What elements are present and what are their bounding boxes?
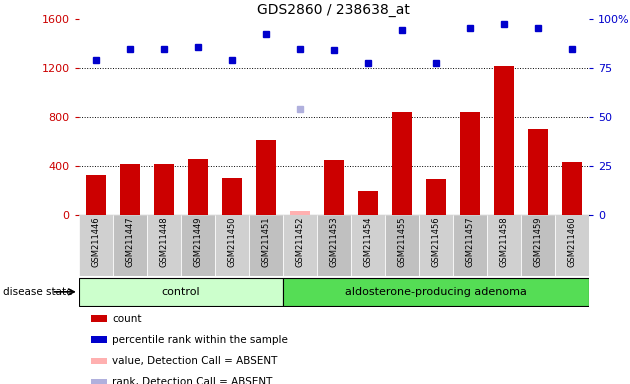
Bar <box>86 175 106 215</box>
Bar <box>494 66 514 215</box>
Bar <box>79 215 113 276</box>
Title: GDS2860 / 238638_at: GDS2860 / 238638_at <box>258 3 410 17</box>
Text: GSM211452: GSM211452 <box>295 216 304 267</box>
Text: GSM211457: GSM211457 <box>466 216 474 267</box>
Bar <box>249 215 283 276</box>
Bar <box>290 211 310 215</box>
Text: GSM211446: GSM211446 <box>91 216 100 267</box>
Text: GSM211451: GSM211451 <box>261 216 270 267</box>
Text: GSM211458: GSM211458 <box>500 216 508 267</box>
Bar <box>154 164 174 215</box>
Bar <box>181 215 215 276</box>
Bar <box>487 215 521 276</box>
Text: GSM211449: GSM211449 <box>193 216 202 267</box>
Text: GSM211448: GSM211448 <box>159 216 168 267</box>
Text: rank, Detection Call = ABSENT: rank, Detection Call = ABSENT <box>112 377 273 384</box>
Bar <box>385 215 419 276</box>
Bar <box>79 278 283 306</box>
Bar <box>562 162 582 215</box>
Bar <box>222 178 242 215</box>
Text: GSM211454: GSM211454 <box>364 216 372 267</box>
Bar <box>317 215 351 276</box>
Bar <box>351 215 385 276</box>
Text: GSM211453: GSM211453 <box>329 216 338 267</box>
Text: GSM211450: GSM211450 <box>227 216 236 267</box>
Bar <box>283 215 317 276</box>
Text: GSM211460: GSM211460 <box>568 216 576 267</box>
Text: GSM211456: GSM211456 <box>432 216 440 267</box>
Bar <box>521 215 555 276</box>
Bar <box>120 164 140 215</box>
Bar <box>147 215 181 276</box>
Text: percentile rank within the sample: percentile rank within the sample <box>112 335 288 345</box>
Bar <box>419 215 453 276</box>
Text: aldosterone-producing adenoma: aldosterone-producing adenoma <box>345 287 527 297</box>
Text: GSM211447: GSM211447 <box>125 216 134 267</box>
Bar <box>215 215 249 276</box>
Text: GSM211455: GSM211455 <box>398 216 406 267</box>
Bar <box>324 160 344 215</box>
Bar <box>358 191 378 215</box>
Text: control: control <box>161 287 200 297</box>
Bar <box>283 278 589 306</box>
Bar <box>453 215 487 276</box>
Bar <box>188 159 208 215</box>
Bar <box>555 215 589 276</box>
Bar <box>528 129 548 215</box>
Bar <box>113 215 147 276</box>
Text: count: count <box>112 314 142 324</box>
Text: value, Detection Call = ABSENT: value, Detection Call = ABSENT <box>112 356 277 366</box>
Bar <box>426 179 446 215</box>
Bar <box>460 112 480 215</box>
Text: GSM211459: GSM211459 <box>534 216 542 267</box>
Text: disease state: disease state <box>3 287 72 297</box>
Bar <box>256 141 276 215</box>
Bar <box>392 112 412 215</box>
